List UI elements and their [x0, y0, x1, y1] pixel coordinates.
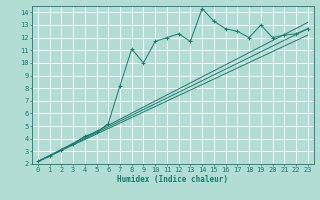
X-axis label: Humidex (Indice chaleur): Humidex (Indice chaleur) [117, 175, 228, 184]
